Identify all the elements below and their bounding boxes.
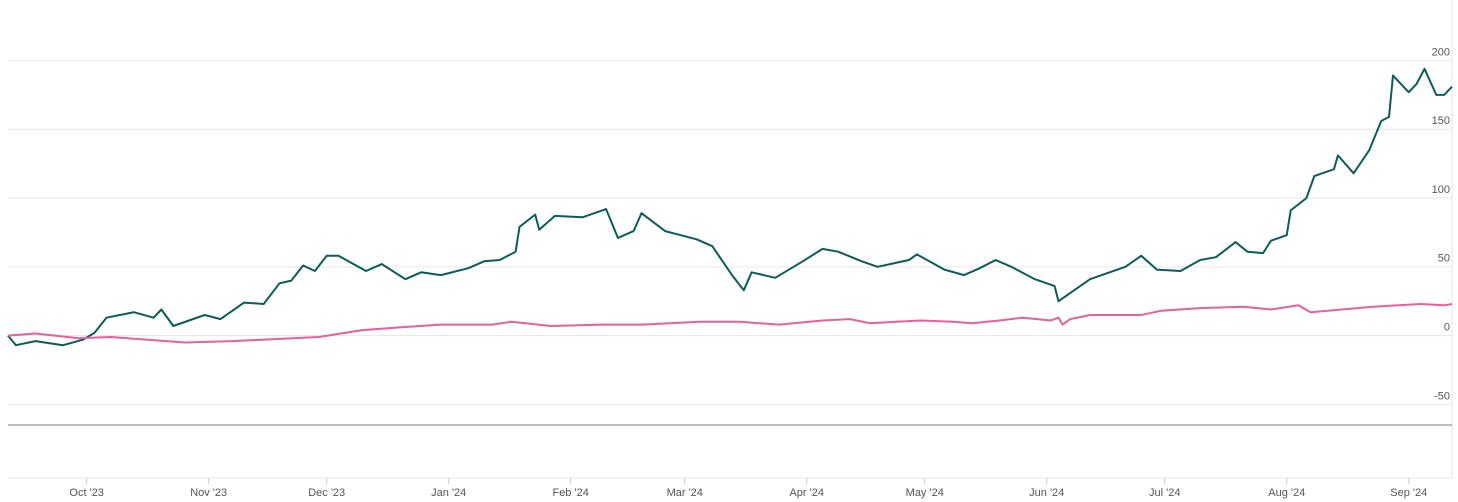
x-tick-label: Oct '23 [69,487,104,499]
y-tick-label: 150 [1432,115,1450,127]
x-tick-label: May '24 [906,487,944,499]
y-tick-label: 100 [1432,184,1450,196]
x-tick-label: Mar '24 [667,487,703,499]
x-tick-label: Dec '23 [308,487,345,499]
x-tick-label: Nov '23 [190,487,227,499]
y-tick-label: -50 [1434,390,1450,402]
x-tick-label: Jun '24 [1029,487,1064,499]
y-tick-label: 50 [1438,253,1450,265]
x-tick-label: Jul '24 [1149,487,1180,499]
line-series [7,303,1453,344]
x-tick-label: Jan '24 [431,487,466,499]
x-tick-label: Sep '24 [1390,487,1427,499]
line-series [7,67,1453,347]
y-tick-label: 0 [1444,322,1450,334]
y-tick-label: 200 [1432,46,1450,58]
x-tick-label: Aug '24 [1268,487,1305,499]
x-tick-label: Feb '24 [552,487,588,499]
x-tick-label: Apr '24 [789,487,824,499]
